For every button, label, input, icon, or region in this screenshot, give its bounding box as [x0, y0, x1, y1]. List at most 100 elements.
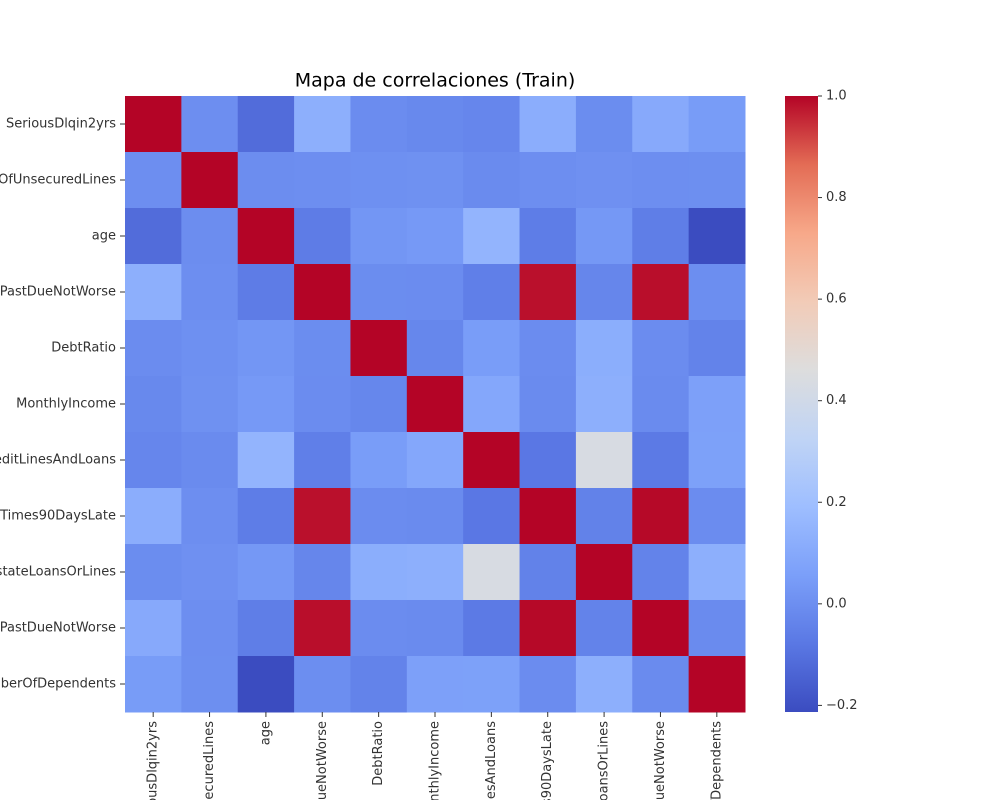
- heatmap-cell: [632, 544, 690, 601]
- heatmap-cell: [632, 264, 690, 321]
- heatmap-cell: [125, 432, 182, 489]
- heatmap-cell: [463, 264, 521, 321]
- heatmap-cell: [632, 376, 690, 433]
- heatmap-cell: [406, 656, 464, 713]
- heatmap-cell: [406, 320, 464, 377]
- heatmap-cell: [350, 208, 408, 265]
- heatmap-cell: [294, 656, 351, 713]
- heatmap-cell: [463, 488, 521, 545]
- heatmap-cell: [575, 96, 633, 153]
- heatmap-cell: [237, 600, 295, 657]
- heatmap-cell: [350, 656, 408, 713]
- x-tick-label: RevolvingUtilizationOfUnsecuredLines: [202, 721, 217, 800]
- x-tick-label: NumberOfTimes90DaysLate: [540, 721, 555, 800]
- heatmap-cell: [237, 96, 295, 153]
- heatmap-cell: [294, 208, 351, 265]
- heatmap-cell: [632, 152, 690, 209]
- heatmap-cell: [632, 488, 690, 545]
- heatmap-cell: [575, 376, 633, 433]
- heatmap-cell: [350, 96, 408, 153]
- y-tick-label: RevolvingUtilizationOfUnsecuredLines: [0, 173, 116, 188]
- heatmap-cell: [519, 264, 577, 321]
- heatmap-cell: [632, 432, 690, 489]
- x-tick-label: SeriousDlqin2yrs: [146, 721, 161, 800]
- y-tick-label: DebtRatio: [51, 341, 116, 356]
- heatmap-cell: [575, 152, 633, 209]
- y-tick-label: age: [92, 229, 116, 244]
- heatmap-cell: [575, 264, 633, 321]
- heatmap-cell: [237, 264, 295, 321]
- heatmap-cell: [237, 488, 295, 545]
- heatmap-cell: [125, 96, 182, 153]
- heatmap-cell: [463, 320, 521, 377]
- heatmap-cell: [350, 544, 408, 601]
- heatmap-cell: [632, 208, 690, 265]
- heatmap-cell: [125, 264, 182, 321]
- heatmap-cell: [688, 600, 746, 657]
- heatmap-cell: [350, 264, 408, 321]
- heatmap-cell: [519, 600, 577, 657]
- heatmap-cell: [181, 432, 239, 489]
- heatmap-cell: [406, 264, 464, 321]
- heatmap-cell: [688, 488, 746, 545]
- heatmap-cell: [181, 600, 239, 657]
- heatmap-cell: [237, 544, 295, 601]
- heatmap-cell: [406, 544, 464, 601]
- colorbar-tick-label: 0.2: [826, 495, 847, 510]
- heatmap-cell: [575, 544, 633, 601]
- heatmap-cell: [294, 488, 351, 545]
- colorbar-tick-label: 0.0: [826, 596, 847, 611]
- y-tick-label: NumberOfDependents: [0, 677, 116, 692]
- heatmap-cell: [688, 432, 746, 489]
- x-tick-label: NumberOfTime30-59DaysPastDueNotWorse: [315, 721, 330, 800]
- heatmap-cell: [575, 656, 633, 713]
- heatmap-cell: [350, 152, 408, 209]
- heatmap-cell: [181, 264, 239, 321]
- heatmap-cell: [575, 432, 633, 489]
- heatmap-cell: [406, 488, 464, 545]
- heatmap-cell: [237, 376, 295, 433]
- heatmap-cell: [519, 376, 577, 433]
- heatmap-cell: [181, 152, 239, 209]
- heatmap-cell: [632, 96, 690, 153]
- heatmap-cell: [688, 544, 746, 601]
- heatmap-cell: [125, 488, 182, 545]
- heatmap-cell: [688, 208, 746, 265]
- y-tick-label: SeriousDlqin2yrs: [6, 117, 116, 132]
- heatmap-cell: [519, 432, 577, 489]
- heatmap-cell: [125, 208, 182, 265]
- heatmap-cell: [519, 656, 577, 713]
- heatmap-cell: [237, 656, 295, 713]
- heatmap-cell: [406, 376, 464, 433]
- heatmap-cell: [575, 488, 633, 545]
- heatmap-cell: [350, 376, 408, 433]
- heatmap-cell: [463, 376, 521, 433]
- heatmap-cell: [350, 432, 408, 489]
- heatmap-cell: [237, 208, 295, 265]
- heatmap-cell: [406, 432, 464, 489]
- heatmap-cell: [294, 152, 351, 209]
- heatmap-cell: [688, 656, 746, 713]
- colorbar-tick-label: −0.2: [826, 698, 858, 713]
- x-tick-label: DebtRatio: [371, 721, 386, 786]
- heatmap-cell: [294, 544, 351, 601]
- heatmap-cell: [688, 264, 746, 321]
- heatmap-cell: [181, 544, 239, 601]
- heatmap-cell: [237, 152, 295, 209]
- heatmap-cell: [463, 544, 521, 601]
- heatmap-cell: [519, 488, 577, 545]
- heatmap-cell: [519, 96, 577, 153]
- x-tick-label: NumberOfOpenCreditLinesAndLoans: [484, 721, 499, 800]
- colorbar-tick-label: 0.6: [826, 292, 847, 307]
- heatmap-cell: [463, 152, 521, 209]
- x-tick-label: MonthlyIncome: [428, 721, 443, 800]
- heatmap-cell: [350, 600, 408, 657]
- y-tick-label: NumberOfOpenCreditLinesAndLoans: [0, 453, 116, 468]
- heatmap-cell: [632, 320, 690, 377]
- heatmap-cell: [181, 96, 239, 153]
- heatmap-cell: [519, 208, 577, 265]
- heatmap-cell: [125, 600, 182, 657]
- heatmap-cell: [632, 600, 690, 657]
- heatmap-cell: [575, 600, 633, 657]
